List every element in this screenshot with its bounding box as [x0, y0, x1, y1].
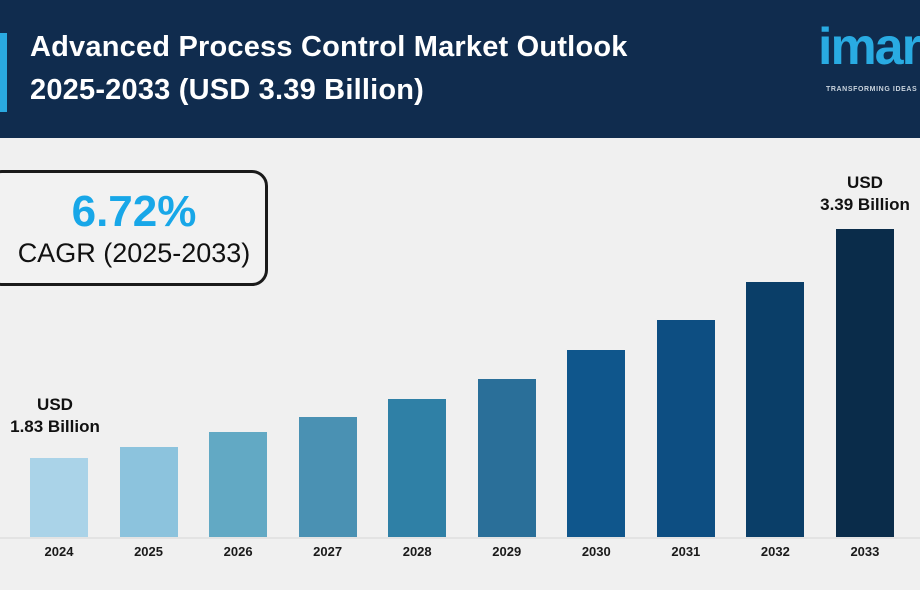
x-axis-label-2025: 2025 [134, 544, 163, 559]
x-axis-label-2032: 2032 [760, 544, 790, 559]
x-axis-label-2028: 2028 [402, 544, 432, 559]
cagr-value: 6.72% [71, 186, 197, 236]
page-title: Advanced Process Control Market Outlook … [30, 26, 628, 112]
bar-2026 [209, 432, 268, 537]
last-bar-value-currency: USD [847, 173, 883, 192]
bar-column-2028: 2028 [388, 399, 447, 559]
bar-column-2033: 2033 [835, 229, 894, 559]
cagr-callout-box: 6.72% CAGR (2025-2033) [0, 170, 268, 286]
x-axis-label-2030: 2030 [581, 544, 611, 559]
bar-chart: 2024 2025 2026 2027 2028 2029 2030 2031 2032 2033 [30, 150, 894, 559]
first-bar-value-amount: 1.83 Billion [10, 417, 100, 436]
bar-column-2029: 2029 [477, 379, 536, 559]
cagr-label: CAGR (2025-2033) [17, 237, 251, 268]
bar-2029 [477, 379, 536, 537]
page-title-line2: 2025-2033 (USD 3.39 Billion) [30, 74, 425, 106]
bar-column-2032: 2032 [746, 282, 805, 559]
bar-column-2030: 2030 [567, 350, 626, 559]
bar-2027 [298, 417, 357, 537]
x-axis-label-2024: 2024 [44, 544, 74, 559]
bar-2030 [567, 350, 626, 537]
first-bar-value-label: USD 1.83 Billion [0, 394, 110, 438]
bar-2032 [746, 282, 805, 537]
bar-column-2027: 2027 [298, 417, 357, 559]
bar-column-2025: 2025 [119, 447, 178, 559]
imarc-logo-tagline: TRANSFORMING IDEAS INTO [826, 86, 920, 93]
bar-2025 [119, 447, 178, 537]
header-banner: Advanced Process Control Market Outlook … [0, 0, 920, 138]
bar-column-2026: 2026 [209, 432, 268, 559]
page-title-line1: Advanced Process Control Market Outlook [30, 31, 628, 63]
bar-2024 [30, 458, 88, 537]
last-bar-value-amount: 3.39 Billion [820, 195, 910, 214]
last-bar-value-label: USD 3.39 Billion [810, 172, 920, 216]
x-axis-label-2033: 2033 [850, 544, 880, 559]
bar-column-2024: 2024 [30, 458, 88, 559]
bar-2028 [388, 399, 447, 537]
imarc-logo: imarc [818, 18, 920, 76]
x-axis-label-2031: 2031 [671, 544, 701, 559]
bar-2031 [656, 320, 715, 537]
first-bar-value-currency: USD [37, 395, 73, 414]
title-accent-bar [0, 33, 7, 112]
x-axis-label-2026: 2026 [223, 544, 253, 559]
x-axis-label-2029: 2029 [492, 544, 522, 559]
x-axis-label-2027: 2027 [313, 544, 343, 559]
bar-column-2031: 2031 [656, 320, 715, 559]
chart-baseline [0, 537, 920, 539]
bar-2033 [835, 229, 894, 537]
